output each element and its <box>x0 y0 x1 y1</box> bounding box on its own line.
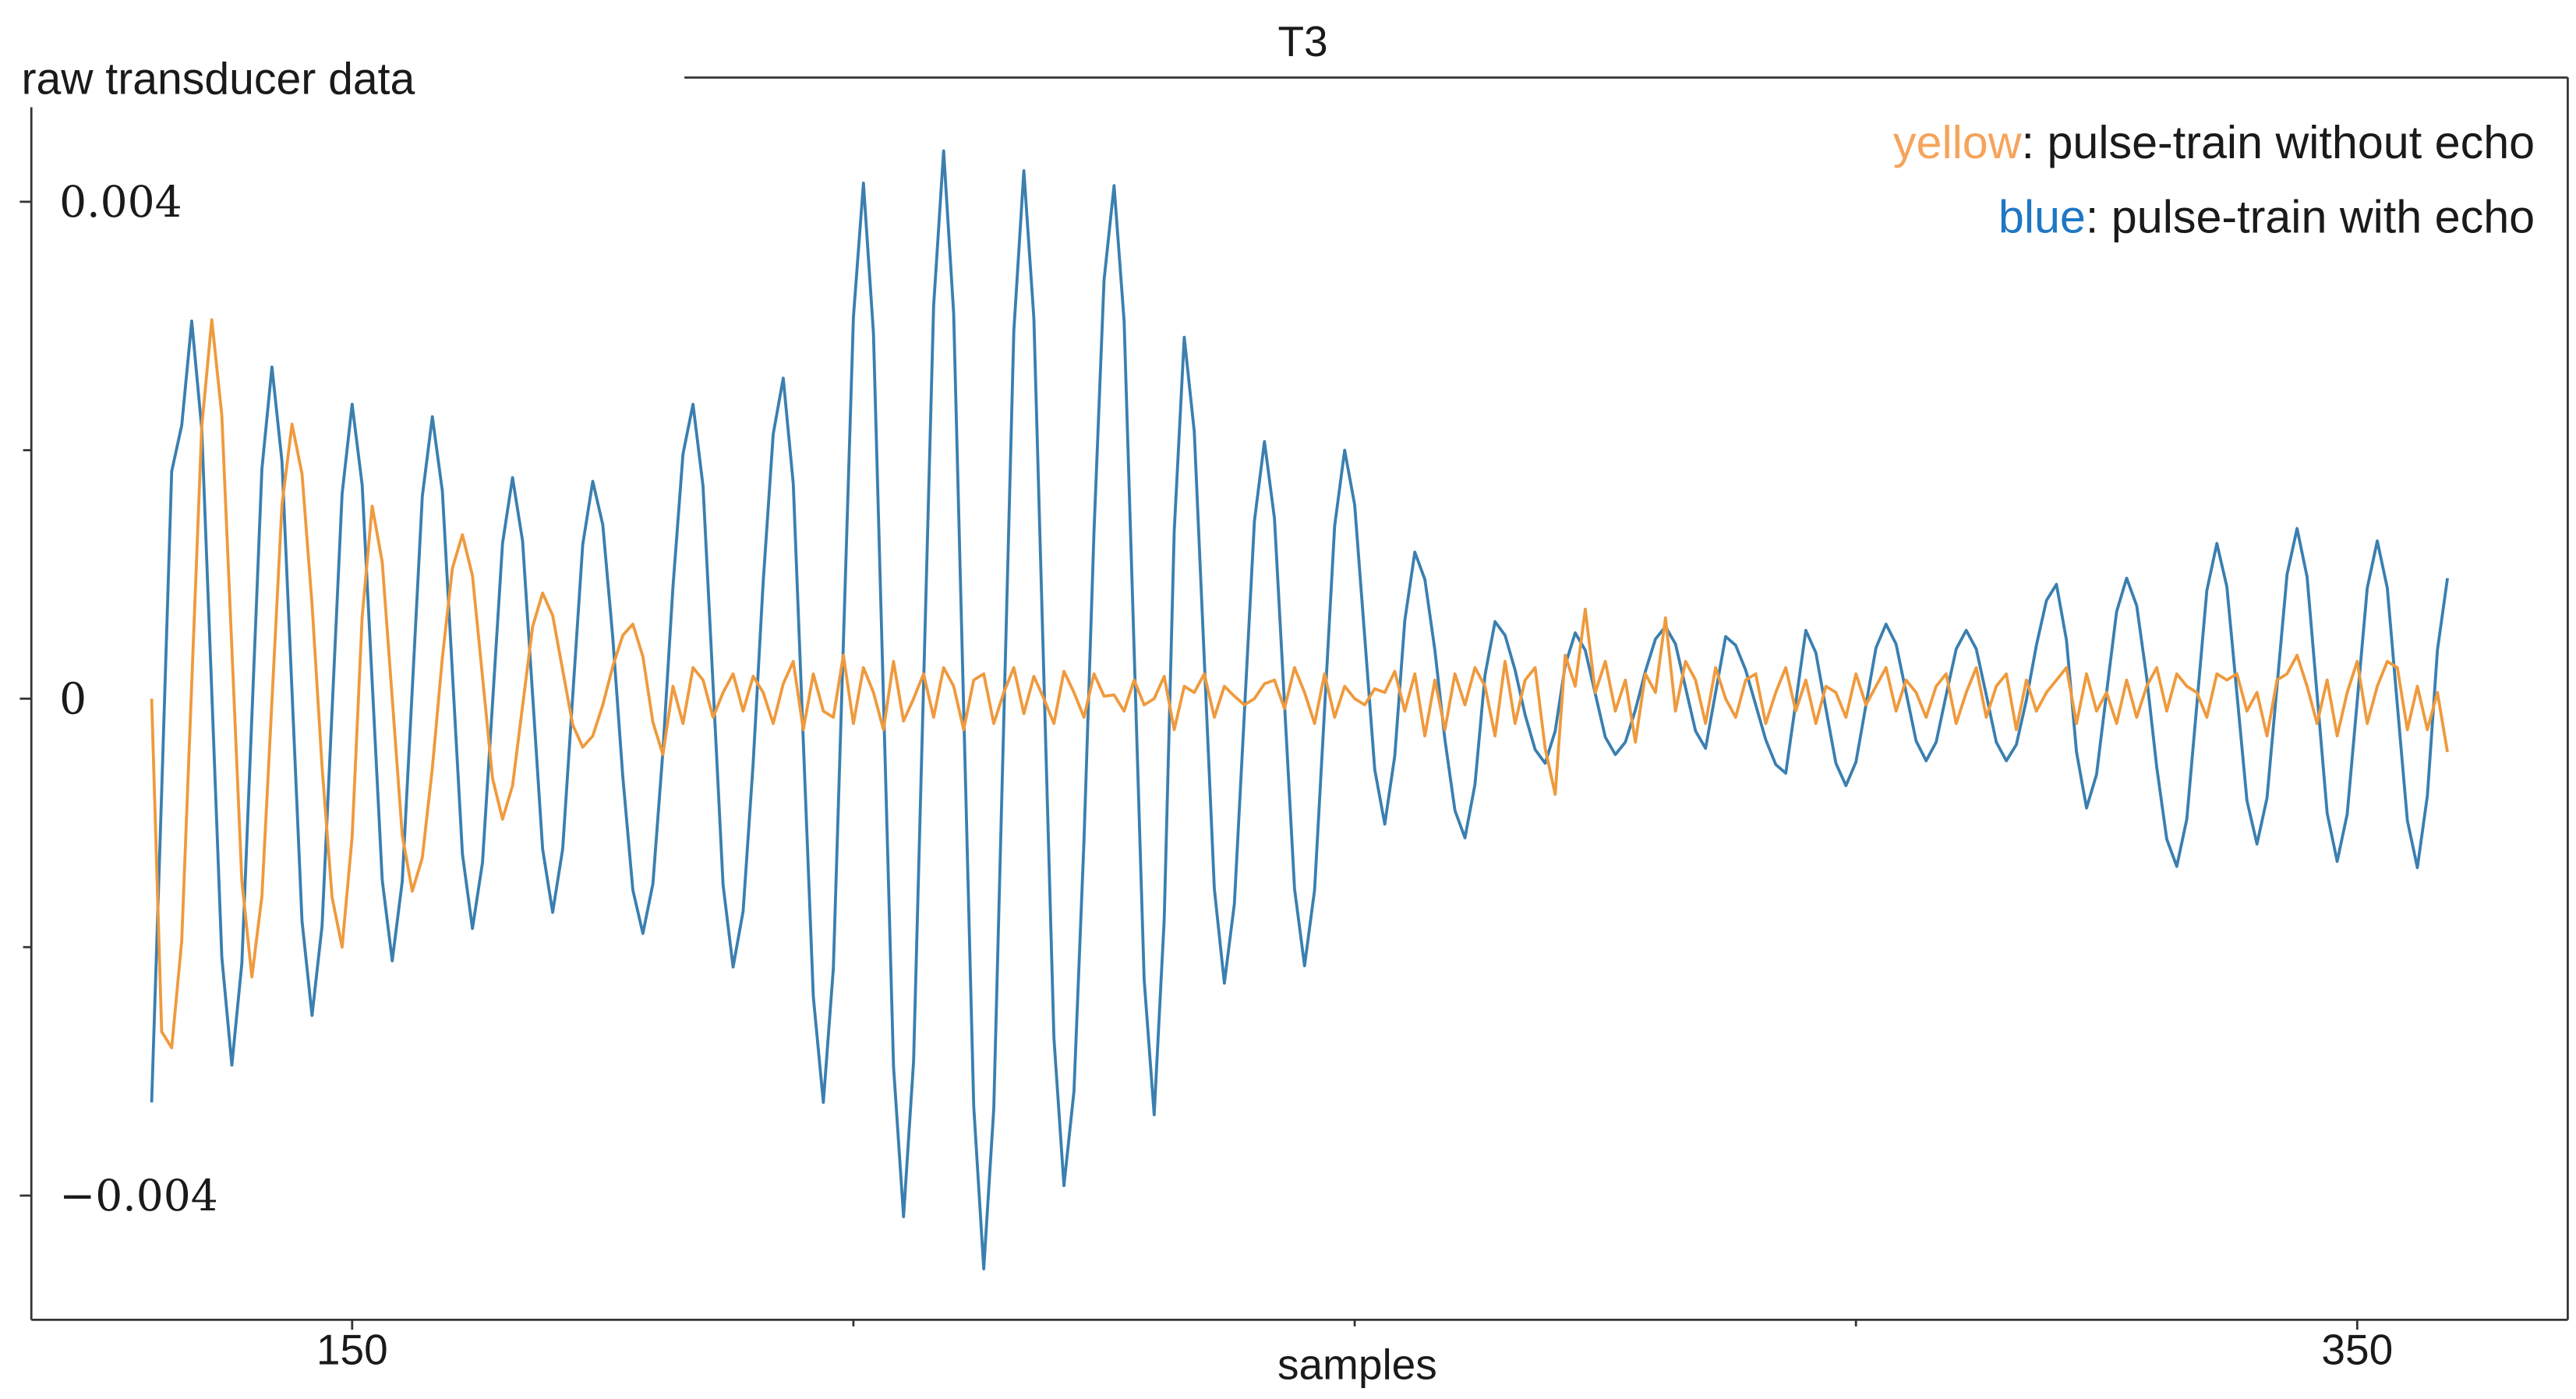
y-tick-label: −0.004 <box>59 1171 218 1221</box>
legend-entry: yellow: pulse-train without echo <box>1893 116 2535 168</box>
x-tick-label: 150 <box>316 1326 388 1374</box>
x-axis-label: samples <box>1277 1341 1437 1389</box>
y-axis-label: raw transducer data <box>22 55 415 104</box>
legend-entry: blue: pulse-train with echo <box>1998 190 2535 242</box>
line-series <box>150 149 2449 1270</box>
line-series <box>150 318 2449 1050</box>
chart-title: T3 <box>1277 17 1327 65</box>
legend-color-word: yellow <box>1893 116 2022 168</box>
legend-description: : pulse-train with echo <box>2086 190 2535 242</box>
y-tick-label: 0 <box>59 673 87 723</box>
legend-description: : pulse-train without echo <box>2022 116 2535 168</box>
x-tick-label: 350 <box>2321 1326 2393 1374</box>
legend-color-word: blue <box>1998 190 2086 242</box>
y-tick-label: 0.004 <box>59 177 182 227</box>
plot-area <box>150 149 2449 1270</box>
